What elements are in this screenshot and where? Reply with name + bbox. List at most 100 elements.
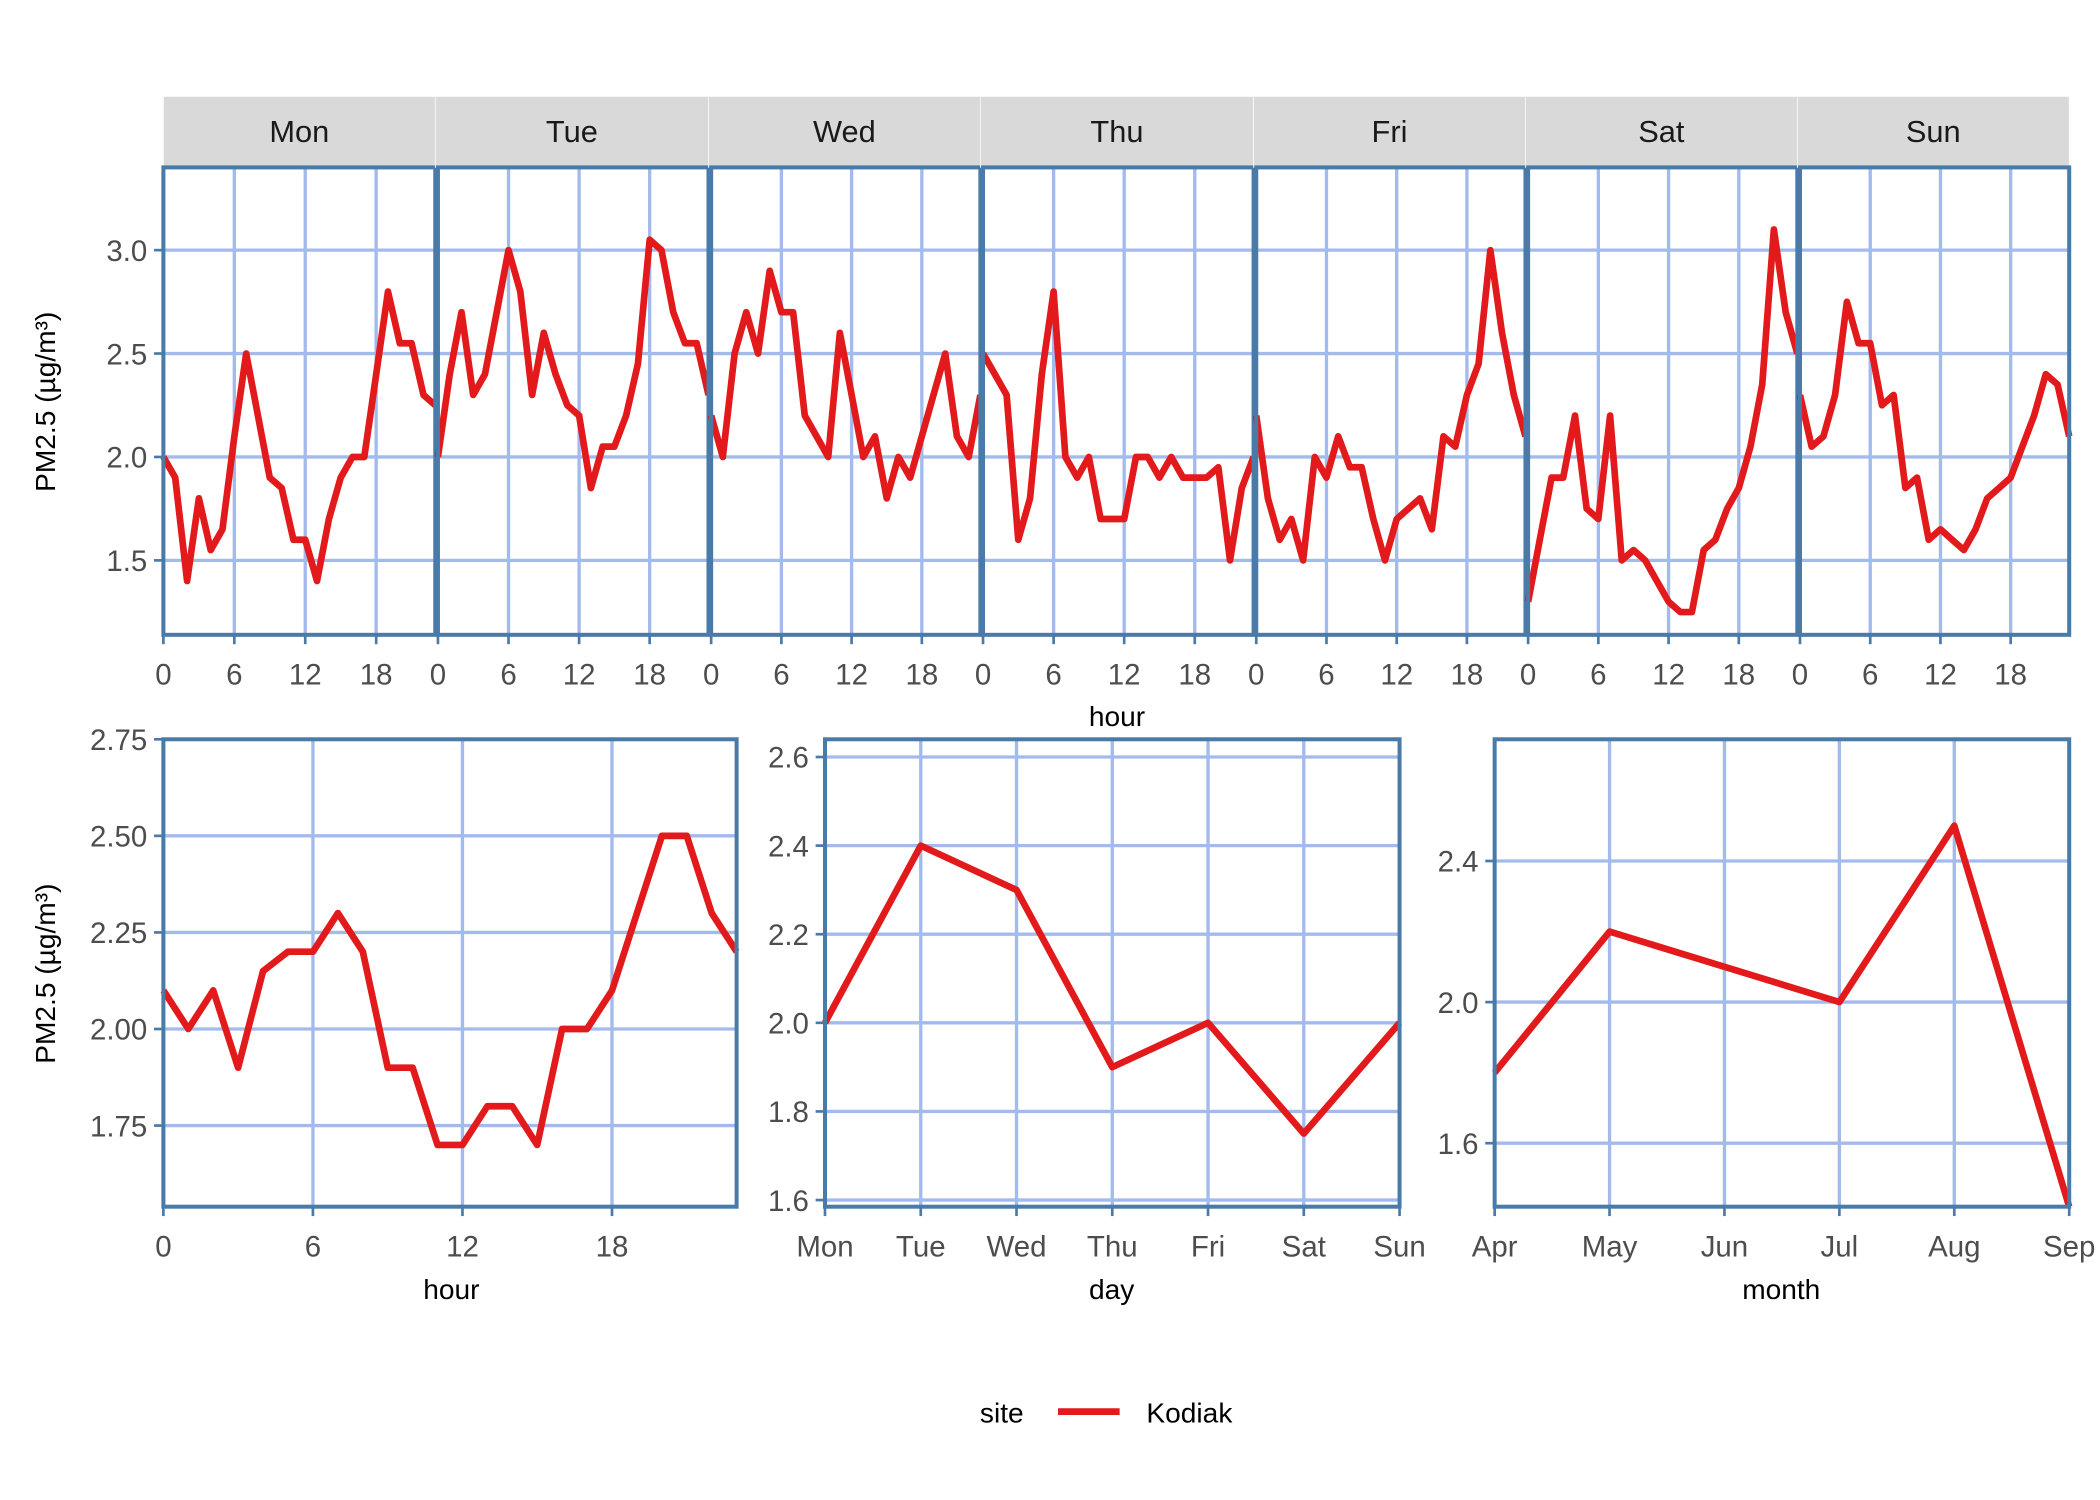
y-tick-label: 2.2: [768, 919, 809, 952]
facet-panel-thu: 0 6 12 18: [975, 165, 1257, 691]
facet-strip-label: Wed: [813, 114, 876, 149]
facet-panel-fri: 0 6 12 18: [1248, 165, 1529, 691]
x-tick-label: 18: [360, 658, 393, 691]
x-tick-label: 6: [773, 658, 789, 691]
facet-strip-label: Sat: [1638, 114, 1685, 149]
hour-panel: 0 6 12 18 1.75 2.00 2.25 2.50 2.75: [90, 724, 740, 1263]
facet-strip-label: Thu: [1090, 114, 1143, 149]
facet-panel-sun: 0 6 12 18: [1792, 165, 2073, 691]
y-tick-label: 3.0: [106, 235, 147, 268]
y-axis-title: PM2.5 (µg/m³): [30, 884, 61, 1064]
x-tick-label: May: [1582, 1230, 1638, 1263]
x-tick-label: Aug: [1928, 1230, 1980, 1263]
panel-background: [437, 167, 709, 635]
x-tick-label: 6: [1590, 658, 1606, 691]
y-tick-label: 2.0: [768, 1008, 809, 1041]
facet-strip-thu: [980, 96, 1254, 168]
x-axis-title: month: [1742, 1274, 1820, 1305]
y-tick-label: 1.8: [768, 1096, 809, 1129]
y-tick-label: 1.5: [106, 545, 147, 578]
series-line-kodiak: [1492, 822, 2073, 1208]
x-tick-label: 12: [289, 658, 322, 691]
series-line-kodiak: [822, 842, 1403, 1137]
y-tick-label: 2.0: [106, 442, 147, 475]
panel-border: [161, 737, 739, 1209]
facet-panel-tue: 0 6 12 18: [430, 165, 712, 691]
facet-strip-label: Fri: [1372, 114, 1408, 149]
x-tick-label: 0: [1520, 658, 1536, 691]
panel-background: [1494, 739, 2070, 1207]
panel-border: [1254, 165, 1528, 637]
facet-strip-mon: [163, 96, 436, 168]
panel-border: [1492, 737, 2072, 1209]
panel-background: [711, 167, 981, 635]
x-axis-title: hour: [423, 1274, 479, 1305]
panel-background: [163, 167, 436, 635]
y-tick-label: 2.6: [768, 742, 809, 775]
y-tick-label: 2.75: [90, 724, 147, 757]
x-tick-label: 0: [1792, 658, 1808, 691]
x-tick-label: Apr: [1472, 1230, 1518, 1263]
legend-title: site: [980, 1397, 1024, 1428]
series-line-kodiak: [160, 832, 740, 1149]
x-tick-label: 6: [1318, 658, 1334, 691]
x-tick-label: Fri: [1191, 1230, 1225, 1263]
y-tick-label: 2.5: [106, 338, 147, 371]
x-tick-label: 12: [563, 658, 596, 691]
facet-strip-fri: [1253, 96, 1526, 168]
x-tick-label: Jun: [1701, 1230, 1749, 1263]
y-tick-label: 1.6: [1438, 1128, 1479, 1161]
x-tick-label: 0: [1248, 658, 1264, 691]
x-tick-label: Jul: [1821, 1230, 1859, 1263]
y-axis-title: PM2.5 (µg/m³): [30, 312, 61, 492]
x-tick-label: Thu: [1087, 1230, 1138, 1263]
x-tick-label: Sat: [1282, 1230, 1326, 1263]
y-tick-label: 1.75: [90, 1110, 147, 1143]
y-tick-label: 2.0: [1438, 987, 1479, 1020]
panel-background: [983, 167, 1254, 635]
panel-border: [1526, 165, 1800, 637]
x-tick-label: 0: [430, 658, 446, 691]
day-panel: Mon Tue Wed Thu Fri Sat Sun 1.6 1.8 2.0 2.2 2.4 2.6: [768, 737, 1426, 1263]
x-tick-label: 6: [1045, 658, 1061, 691]
y-tick-label: 2.00: [90, 1014, 147, 1047]
y-tick-label: 2.4: [768, 830, 809, 863]
x-axis-title: hour: [1089, 701, 1145, 732]
x-tick-label: 0: [975, 658, 991, 691]
month-panel: Apr May Jun Jul Aug Sep 1.6 2.0 2.4: [1438, 737, 2095, 1263]
panel-background: [1256, 167, 1526, 635]
facet-strip-tue: [434, 96, 709, 168]
x-tick-label: 6: [305, 1230, 321, 1263]
x-tick-label: Tue: [896, 1230, 946, 1263]
y-tick-label: 1.6: [768, 1185, 809, 1218]
series-line-kodiak: [434, 236, 712, 492]
x-tick-label: 0: [155, 658, 171, 691]
x-tick-label: 12: [1380, 658, 1413, 691]
series-line-kodiak: [707, 267, 984, 502]
x-tick-label: 18: [596, 1230, 629, 1263]
series-line-kodiak: [1796, 298, 2073, 554]
x-tick-label: 18: [1178, 658, 1211, 691]
y-tick-label: 2.25: [90, 917, 147, 950]
y-tick-label: 2.4: [1438, 846, 1479, 879]
x-tick-label: 0: [703, 658, 719, 691]
x-tick-label: 12: [835, 658, 868, 691]
x-tick-label: 6: [500, 658, 516, 691]
panel-background: [1528, 167, 1798, 635]
panel-border: [435, 165, 711, 637]
x-tick-label: 12: [1652, 658, 1685, 691]
x-tick-label: 18: [1722, 658, 1755, 691]
x-tick-label: Sep: [2043, 1230, 2095, 1263]
panel-border: [161, 165, 438, 637]
facet-panel-wed: 0 6 12 18: [703, 165, 984, 691]
facet-panel-sat: 0 6 12 18: [1520, 165, 1801, 691]
x-axis-title: day: [1089, 1274, 1134, 1305]
series-line-kodiak: [1252, 246, 1529, 564]
x-tick-label: 6: [226, 658, 242, 691]
x-tick-label: 18: [1994, 658, 2027, 691]
x-tick-label: Mon: [796, 1230, 853, 1263]
x-tick-label: 0: [155, 1230, 171, 1263]
x-tick-label: Sun: [1373, 1230, 1425, 1263]
x-tick-label: 12: [1108, 658, 1141, 691]
